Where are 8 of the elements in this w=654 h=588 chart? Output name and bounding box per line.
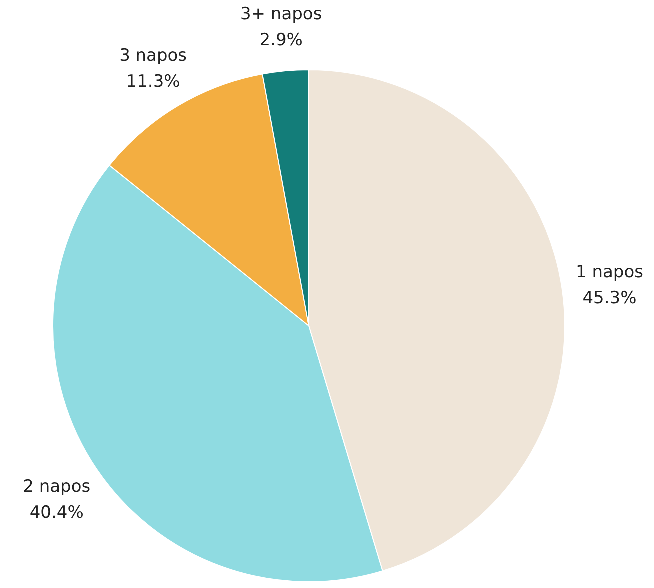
slice-label: 1 napos [576, 262, 644, 283]
slice-label: 2 napos [23, 476, 91, 497]
data-label: 40.4% [30, 502, 84, 523]
slice-label: 3+ napos [240, 4, 322, 24]
slice-label: 3 napos [120, 46, 188, 66]
data-label: 11.3% [126, 72, 180, 92]
data-label: 45.3% [582, 288, 637, 309]
data-label: 2.9% [260, 30, 303, 50]
